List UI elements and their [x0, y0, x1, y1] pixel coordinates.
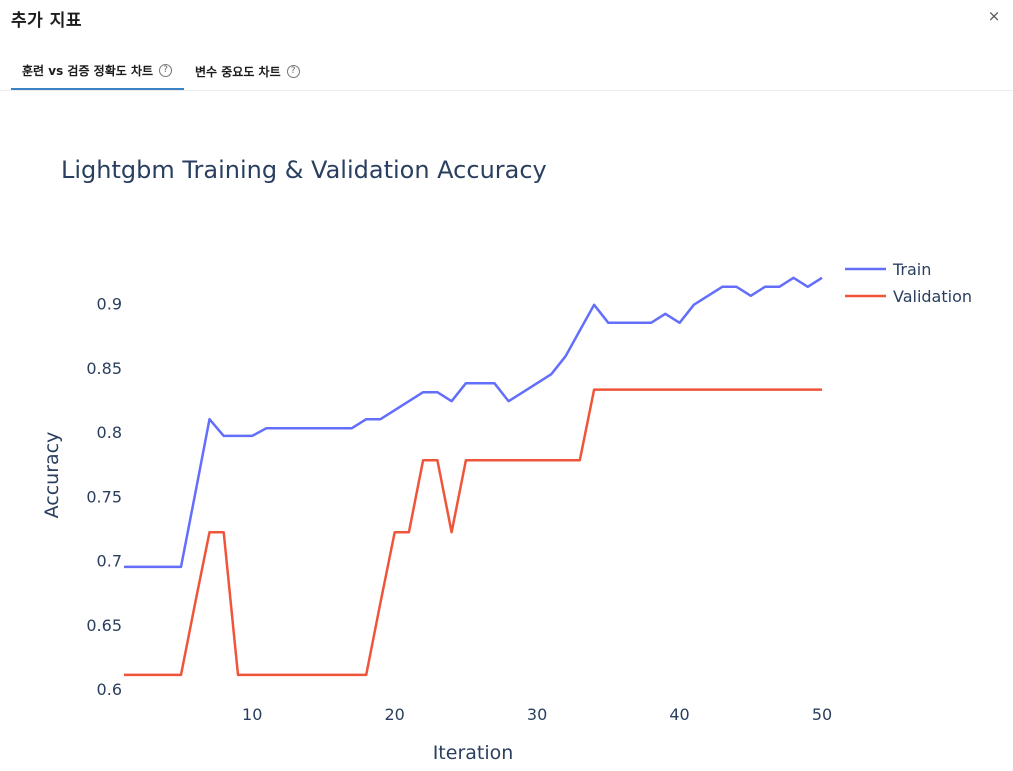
legend-label: Train: [892, 260, 931, 279]
y-tick-label: 0.75: [86, 487, 122, 506]
tab-label: 변수 중요도 차트: [195, 64, 281, 79]
legend-item-train[interactable]: Train: [845, 260, 931, 279]
x-tick-label: 40: [669, 705, 689, 724]
y-axis-ticks: 0.6 0.65 0.7 0.75 0.8 0.85 0.9: [86, 295, 122, 699]
help-icon[interactable]: ?: [159, 63, 173, 77]
series-lines: [124, 276, 823, 677]
legend-item-validation[interactable]: Validation: [845, 287, 972, 306]
x-axis-label: Iteration: [433, 742, 514, 764]
y-tick-label: 0.8: [97, 423, 122, 442]
y-tick-label: 0.85: [86, 359, 122, 378]
modal-header: 추가 지표 ×: [0, 0, 1013, 40]
tab-label: 훈련 vs 검증 정확도 차트: [22, 63, 154, 78]
y-tick-label: 0.6: [97, 680, 122, 699]
tab-train-vs-validation[interactable]: 훈련 vs 검증 정확도 차트 ?: [11, 52, 184, 90]
modal-title: 추가 지표: [11, 11, 82, 31]
chart-container: Lightgbm Training & Validation Accuracy …: [0, 92, 1013, 771]
accuracy-chart: Lightgbm Training & Validation Accuracy …: [41, 156, 972, 764]
x-axis-ticks: 10 20 30 40 50: [242, 705, 832, 724]
tab-feature-importance[interactable]: 변수 중요도 차트 ?: [195, 52, 300, 90]
close-icon[interactable]: ×: [987, 7, 1001, 25]
x-tick-label: 50: [812, 705, 832, 724]
y-axis-label: Accuracy: [41, 432, 63, 519]
chart-title: Lightgbm Training & Validation Accuracy: [61, 156, 547, 184]
help-icon[interactable]: ?: [286, 64, 300, 78]
y-tick-label: 0.7: [97, 552, 122, 571]
series-line-train: [124, 276, 823, 569]
series-line-validation: [124, 388, 822, 677]
tab-bar: 훈련 vs 검증 정확도 차트 ? 변수 중요도 차트 ?: [0, 52, 1013, 91]
x-tick-label: 30: [527, 705, 547, 724]
legend: Train Validation: [845, 260, 972, 306]
x-tick-label: 20: [384, 705, 404, 724]
y-tick-label: 0.9: [97, 295, 122, 314]
y-tick-label: 0.65: [86, 616, 122, 635]
x-tick-label: 10: [242, 705, 262, 724]
legend-label: Validation: [893, 287, 972, 306]
